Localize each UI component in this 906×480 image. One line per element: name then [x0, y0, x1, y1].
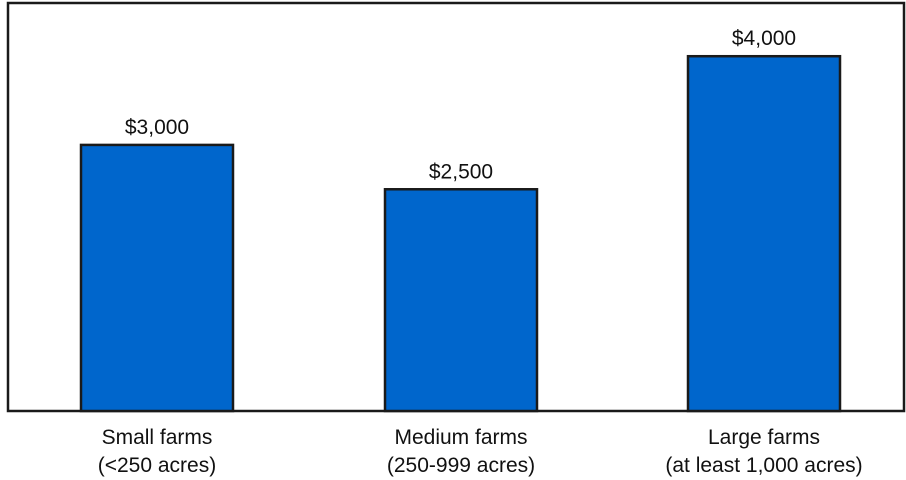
value-label-1: $3,000 [125, 116, 189, 139]
category-label-1-line-1: Small farms [102, 426, 213, 449]
value-label-2: $2,500 [429, 160, 493, 183]
category-label-3-line-2: (at least 1,000 acres) [665, 454, 862, 477]
bar-3 [686, 54, 842, 413]
bar-1 [79, 143, 235, 413]
category-label-3-line-1: Large farms [708, 426, 820, 449]
category-label-2-line-2: (250-999 acres) [387, 454, 535, 477]
category-labels-group: Small farms (<250 acres) Medium farms (250-… [98, 426, 863, 477]
bar-2 [383, 188, 539, 413]
value-label-3: $4,000 [732, 27, 796, 50]
category-label-1-line-2: (<250 acres) [98, 454, 216, 477]
value-labels-group: $3,000 $2,500 $4,000 [125, 27, 796, 183]
category-label-2-line-1: Medium farms [394, 426, 527, 449]
bars-group [79, 54, 842, 413]
